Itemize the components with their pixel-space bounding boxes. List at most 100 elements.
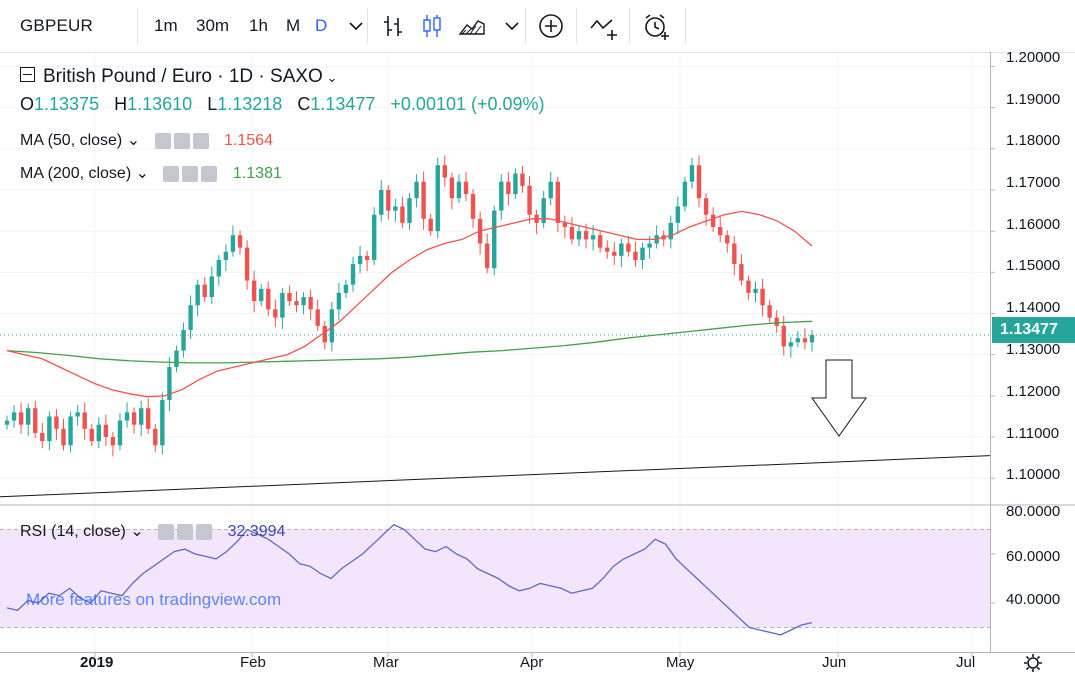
study-value: 32.3994 — [227, 523, 286, 540]
rsi-tick: 60.0000 — [1006, 548, 1061, 565]
candle-body — [583, 231, 589, 240]
interval-d[interactable]: D — [315, 16, 328, 35]
toolbar-divider — [576, 8, 577, 44]
study-rsi[interactable]: RSI (14, close) ⌄ 32.3994 — [20, 521, 285, 541]
chevron-down-icon[interactable] — [496, 10, 528, 42]
candle-body — [287, 292, 292, 302]
candle-body — [301, 297, 306, 306]
add-indicator-icon[interactable] — [535, 10, 567, 42]
study-label[interactable]: MA (50, close) — [20, 132, 123, 149]
candle-body — [605, 247, 610, 252]
collapse-icon[interactable] — [20, 67, 35, 83]
candle-body — [449, 177, 455, 199]
compare-icon[interactable] — [588, 10, 620, 42]
chevron-down-icon[interactable]: ⌄ — [131, 165, 150, 182]
candle-body — [463, 181, 469, 195]
candle-body — [492, 210, 497, 269]
study-value: 1.1564 — [224, 132, 273, 149]
candle-body — [18, 412, 24, 425]
top-toolbar: GBPEUR 1m 30m 1h M D — [0, 0, 1075, 53]
candle-body — [760, 288, 765, 306]
price-chart[interactable] — [0, 52, 1075, 681]
candle-body — [576, 231, 582, 240]
candle-body — [174, 350, 179, 368]
candle-body — [47, 416, 52, 442]
chevron-down-icon[interactable]: ⌄ — [122, 132, 141, 149]
candle-body — [703, 198, 709, 215]
candle-body — [11, 412, 17, 421]
candle-body — [68, 416, 73, 446]
close-icon[interactable] — [196, 523, 213, 540]
candle-body — [167, 367, 172, 400]
candle-body — [795, 338, 801, 343]
candle-body — [562, 222, 568, 228]
price-tick: 1.12000 — [1006, 383, 1061, 400]
bar-chart-icon[interactable] — [378, 10, 410, 42]
candle-body — [75, 412, 80, 417]
time-tick: Apr — [520, 654, 544, 671]
study-ma50[interactable]: MA (50, close) ⌄ 1.1564 — [20, 130, 273, 150]
symbol-selector[interactable]: GBPEUR — [20, 16, 93, 35]
candle-body — [266, 288, 271, 310]
candle-body — [96, 424, 101, 442]
gear-icon[interactable] — [173, 132, 190, 149]
candle-body — [675, 206, 681, 223]
watermark-link[interactable]: More features on tradingview.com — [26, 590, 282, 609]
candle-body — [456, 181, 462, 199]
support-trendline — [0, 455, 991, 498]
candle-body — [718, 227, 723, 236]
interval-1m[interactable]: 1m — [154, 16, 178, 35]
candles-icon[interactable] — [416, 10, 448, 42]
price-tick: 1.14000 — [1006, 299, 1061, 316]
interval-1h[interactable]: 1h — [249, 16, 268, 35]
chevron-down-icon[interactable]: ⌄ — [322, 70, 338, 85]
eye-icon[interactable] — [158, 523, 175, 540]
study-label[interactable]: RSI (14, close) — [20, 523, 126, 540]
candle-body — [33, 408, 38, 433]
close-icon[interactable] — [201, 165, 218, 182]
close-icon[interactable] — [192, 132, 209, 149]
candle-body — [230, 235, 236, 252]
rsi-tick: 40.0000 — [1006, 591, 1061, 608]
alarm-clock-icon[interactable] — [640, 10, 672, 42]
candle-body — [315, 309, 320, 326]
candle-body — [484, 243, 490, 269]
chevron-down-icon[interactable] — [340, 10, 372, 42]
candle-body — [781, 325, 786, 347]
candle-body — [732, 243, 737, 265]
candle-body — [442, 165, 448, 178]
gear-icon[interactable] — [177, 523, 194, 540]
series-title[interactable]: British Pound / Euro · 1D · SAXO — [43, 66, 323, 87]
candle-body — [421, 181, 426, 219]
open-value: 1.13375 — [34, 94, 100, 114]
candle-body — [364, 255, 370, 260]
candle-body — [25, 408, 31, 425]
interval-30m[interactable]: 30m — [196, 16, 230, 35]
study-ma200[interactable]: MA (200, close) ⌄ 1.1381 — [20, 163, 282, 183]
candle-body — [273, 309, 278, 318]
candle-body — [124, 412, 130, 421]
price-tick: 1.18000 — [1006, 132, 1061, 149]
chevron-down-icon[interactable]: ⌄ — [125, 523, 144, 540]
eye-icon[interactable] — [154, 132, 171, 149]
change-value: +0.00101 (+0.09%) — [390, 94, 545, 114]
candle-body — [710, 214, 716, 228]
low-label: L — [207, 94, 218, 114]
interval-m[interactable]: M — [286, 16, 301, 35]
candle-body — [774, 317, 779, 326]
price-tick: 1.17000 — [1006, 174, 1061, 191]
candle-body — [322, 325, 327, 343]
gear-icon[interactable] — [182, 165, 199, 182]
rsi-line — [6, 523, 813, 636]
study-label[interactable]: MA (200, close) — [20, 165, 132, 182]
candle-body — [696, 165, 702, 199]
candle-body — [209, 276, 214, 298]
area-chart-icon[interactable] — [456, 10, 488, 42]
candle-body — [223, 251, 229, 260]
candle-body — [619, 243, 624, 256]
eye-icon[interactable] — [163, 165, 180, 182]
candle-body — [54, 416, 59, 429]
candle-body — [251, 280, 257, 302]
candle-body — [61, 428, 66, 446]
settings-gear-icon[interactable] — [1022, 652, 1044, 674]
